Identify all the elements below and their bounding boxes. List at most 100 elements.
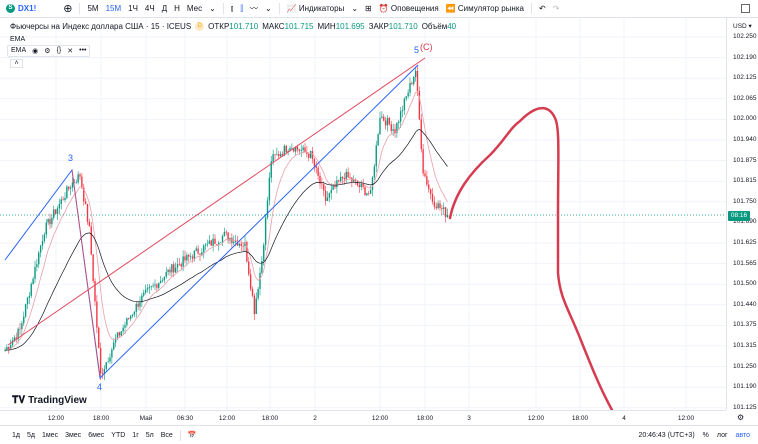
time-label: 12:00 — [371, 415, 389, 422]
range-ytd[interactable]: YTD — [111, 431, 126, 439]
time-axis[interactable]: ⚙ 12:00 18:00 Май 06:30 12:00 18:00 2 12:00 18:0… — [0, 410, 744, 424]
alerts-button[interactable]: ⏰ Оповещения — [378, 4, 439, 13]
tf-4h[interactable]: 4Ч — [144, 4, 155, 13]
chevron-down-icon[interactable]: ⌄ — [264, 4, 272, 13]
candle — [424, 173, 426, 177]
settings-icon[interactable]: ⚙ — [44, 48, 51, 55]
candle — [317, 167, 319, 176]
candle — [300, 150, 302, 151]
candle — [443, 207, 445, 209]
candle — [13, 337, 16, 341]
range-1y[interactable]: 1г — [132, 431, 139, 439]
log-toggle[interactable]: лог — [716, 431, 728, 439]
candle — [326, 197, 329, 201]
candle — [8, 347, 10, 349]
price-label: 101.500 — [733, 280, 757, 288]
candle — [203, 245, 205, 253]
layout-grid-icon[interactable]: ⊞ — [365, 4, 372, 13]
candle — [339, 176, 342, 182]
tradingview-logo[interactable]: 𝐓𝐕 TradingView — [12, 395, 87, 406]
tf-15m[interactable]: 15М — [105, 4, 122, 13]
candle — [343, 178, 346, 180]
bar-style-icon[interactable]: ⫾ — [230, 3, 234, 13]
price-label: 101.940 — [733, 136, 757, 143]
price-label: 101.440 — [733, 300, 757, 308]
tf-5m[interactable]: 5М — [87, 4, 99, 13]
divider — [79, 3, 81, 14]
tf-d[interactable]: Д — [161, 4, 168, 13]
candle — [259, 272, 261, 289]
candle — [386, 117, 389, 126]
tf-m[interactable]: Мес — [186, 4, 203, 13]
candle — [193, 250, 196, 259]
source-code-icon[interactable]: {} — [56, 47, 62, 54]
indicators-button[interactable]: 📈 Индикаторы — [286, 4, 345, 13]
channel-line — [71, 169, 101, 377]
time-label: 18:00 — [571, 415, 589, 422]
candle — [240, 243, 242, 246]
candle — [218, 242, 220, 245]
fullscreen-icon[interactable] — [741, 4, 750, 13]
candle — [39, 245, 42, 253]
candle — [353, 179, 355, 182]
close-icon[interactable]: ✕ — [67, 48, 74, 55]
time-label: 12:00 — [677, 415, 695, 422]
collapse-legend-button[interactable]: ˄ — [10, 59, 23, 68]
candle — [191, 256, 194, 259]
candle — [120, 331, 122, 336]
symbol-search[interactable]: S DX1! — [6, 4, 36, 13]
line-style-icon[interactable]: 〰 — [249, 4, 258, 13]
redo-icon[interactable]: ↷ — [552, 4, 560, 13]
candle-style-icon[interactable]: ⫿ — [240, 3, 243, 13]
candle — [248, 261, 250, 275]
add-symbol-icon[interactable]: ⊕ — [63, 3, 73, 15]
indicator-ema-1[interactable]: EMA — [10, 36, 26, 43]
candle — [173, 264, 175, 273]
range-1m[interactable]: 1мес — [41, 431, 59, 439]
percent-toggle[interactable]: % — [702, 431, 709, 439]
range-5y[interactable]: 5л — [145, 431, 154, 439]
indicator-ema-2[interactable]: EMA ◉ ⚙ {} ✕ ••• — [7, 45, 91, 57]
range-all[interactable]: Все — [160, 431, 173, 439]
candle — [77, 174, 79, 183]
candle — [304, 147, 306, 153]
volume-value: 40 — [447, 22, 457, 31]
price-label: 101.625 — [733, 239, 757, 246]
candle — [285, 145, 287, 153]
candle — [118, 332, 121, 336]
candle — [338, 180, 340, 182]
candle — [66, 186, 68, 198]
price-chart[interactable] — [0, 18, 726, 410]
low-value: 101.695 — [335, 22, 365, 31]
delayed-badge: D — [195, 22, 205, 31]
price-axis[interactable]: USD ▾ 102.250 102.190 102.125 102.065 102.00… — [726, 18, 758, 411]
price-label: 101.315 — [733, 342, 757, 349]
range-5d[interactable]: 5д — [26, 431, 35, 439]
chevron-down-icon[interactable]: ⌄ — [351, 4, 359, 13]
range-6m[interactable]: 6мес — [88, 431, 105, 439]
range-1d[interactable]: 1д — [12, 431, 20, 439]
undo-icon[interactable]: ↶ — [538, 4, 546, 13]
range-3m[interactable]: 3мес — [65, 431, 82, 439]
goto-date-icon[interactable]: 📅 — [187, 432, 197, 439]
candle — [73, 182, 76, 184]
tf-w[interactable]: Н — [174, 4, 180, 13]
axis-settings-icon[interactable]: ⚙ — [737, 413, 745, 422]
eye-icon[interactable]: ◉ — [32, 48, 39, 55]
candle — [114, 338, 117, 343]
candle — [379, 118, 381, 135]
chevron-down-icon[interactable]: ⌄ — [209, 4, 216, 13]
candle — [287, 150, 289, 153]
candle — [439, 203, 441, 209]
candle — [154, 284, 156, 286]
candle — [291, 147, 293, 149]
candle — [92, 254, 94, 281]
auto-toggle[interactable]: авто — [735, 431, 750, 439]
currency-select[interactable]: USD ▾ — [733, 23, 752, 30]
tf-1h[interactable]: 1Ч — [128, 4, 138, 13]
clock[interactable]: 20:46:43 (UTC+3) — [638, 431, 695, 439]
more-icon[interactable]: ••• — [79, 47, 87, 54]
candle — [283, 145, 286, 156]
replay-button[interactable]: ⏪ Симулятор рынка — [445, 4, 524, 13]
bottom-toolbar: 1д 5д 1мес 3мес 6мес YTD 1г 5л Все 📅 20:… — [0, 425, 758, 444]
